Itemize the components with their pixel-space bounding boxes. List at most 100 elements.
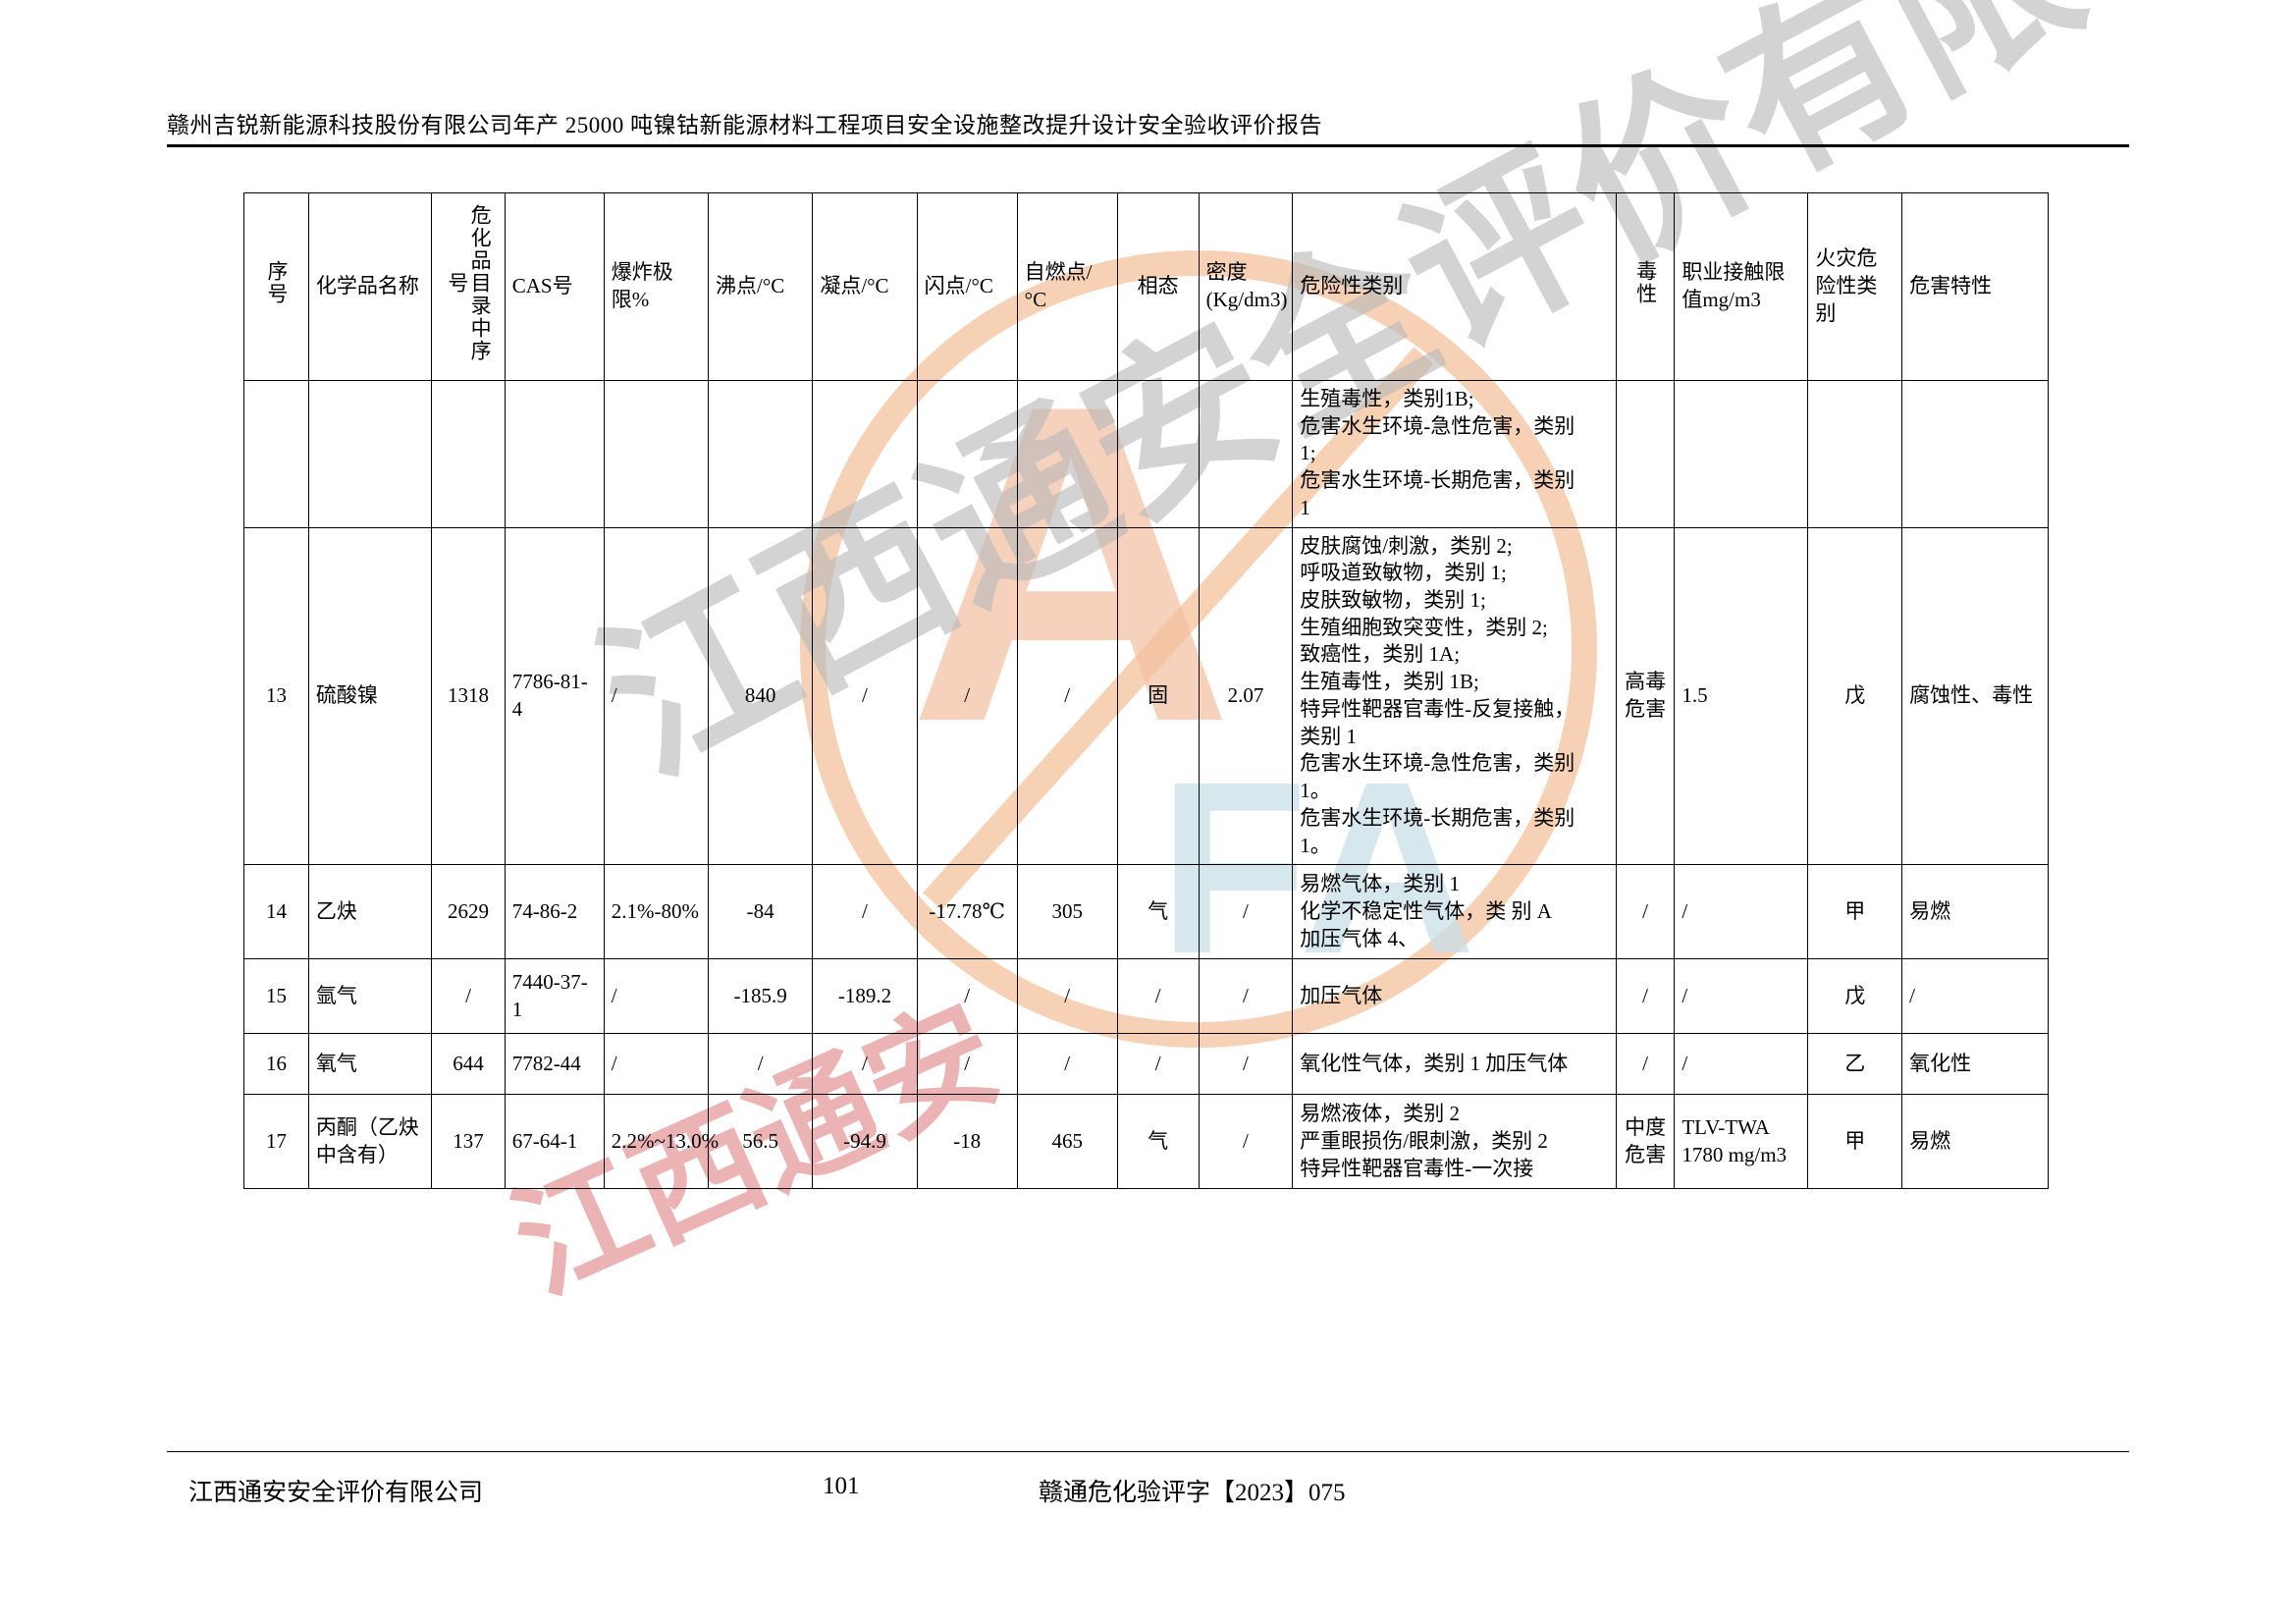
col-header-autoignition: 自燃点/°C [1016, 192, 1118, 381]
col-header-density-label: 密度(Kg/dm3) [1205, 260, 1288, 311]
col-header-flash-point-label: 闪点/°C [924, 274, 993, 298]
col-header-hazard-characteristics-label: 危害特性 [1909, 274, 1993, 298]
cell-autoignition: / [1016, 958, 1118, 1035]
cell-hazard-characteristics [1901, 380, 2049, 528]
cell-explosion-limit [603, 380, 710, 528]
cell-flash-point: -18 [916, 1094, 1018, 1190]
cell-flash-point: / [916, 958, 1018, 1035]
cell-state: 固 [1116, 526, 1200, 866]
cell-explosion-limit: / [603, 1033, 710, 1096]
cell-hazard-class: 加压气体 [1292, 958, 1617, 1035]
table-row: 生殖毒性，类别1B; 危害水生环境-急性危害，类别 1; 危害水生环境-长期危害… [243, 380, 2049, 528]
col-header-fire-class-label: 火灾危险性类别 [1815, 246, 1878, 325]
cell-name [307, 380, 433, 528]
col-header-toxicity: 毒性 [1615, 192, 1676, 381]
footer-company: 江西通安安全评价有限公司 [188, 1480, 484, 1506]
cell-catalog [431, 380, 506, 528]
col-header-state: 相态 [1116, 192, 1200, 381]
cell-oel: / [1674, 864, 1809, 960]
cell-hazard-class: 氧化性气体，类别 1 加压气体 [1292, 1033, 1617, 1096]
cell-fire-class: 乙 [1807, 1033, 1903, 1096]
cell-state: / [1116, 1033, 1200, 1096]
cell-catalog: 137 [431, 1094, 506, 1190]
cell-density: / [1198, 864, 1294, 960]
cell-flash-point [916, 380, 1018, 528]
cell-hazard-characteristics: 氧化性 [1901, 1033, 2049, 1096]
cell-toxicity [1615, 380, 1676, 528]
cell-oel [1674, 380, 1809, 528]
header-divider [167, 144, 2129, 147]
col-header-hazard-characteristics: 危害特性 [1901, 192, 2049, 381]
col-header-flash-point: 闪点/°C [916, 192, 1018, 381]
col-header-density: 密度(Kg/dm3) [1198, 192, 1294, 381]
cell-boiling-point: -185.9 [708, 958, 814, 1035]
col-header-name-label: 化学品名称 [315, 274, 419, 298]
cell-freezing-point [812, 380, 918, 528]
col-header-boiling-point: 沸点/°C [708, 192, 814, 381]
cell-freezing-point: -94.9 [812, 1094, 918, 1190]
cell-state: 气 [1116, 864, 1200, 960]
cell-catalog: 2629 [431, 864, 506, 960]
cell-cas: 74-86-2 [504, 864, 605, 960]
cell-boiling-point: 840 [708, 526, 814, 866]
cell-cas: 7786-81-4 [504, 526, 605, 866]
table-row: 15 氩气/7440-37-1/-185.9 -189.2// / / 加压气体 / / 戊 / [243, 958, 2049, 1035]
cell-hazard-characteristics: 易燃 [1901, 1094, 2049, 1190]
cell-toxicity: 中度危害 [1615, 1094, 1676, 1190]
footer-divider [167, 1451, 2129, 1452]
cell-density: / [1198, 958, 1294, 1035]
cell-fire-class [1807, 380, 1903, 528]
col-header-index-label: 序号 [265, 260, 289, 306]
cell-index: 13 [243, 526, 309, 866]
col-header-index: 序号 [243, 192, 309, 381]
col-header-explosion-limit-label: 爆炸极限% [611, 260, 673, 311]
cell-autoignition: 465 [1016, 1094, 1118, 1190]
cell-toxicity: / [1615, 1033, 1676, 1096]
col-header-freezing-point: 凝点/°C [812, 192, 918, 381]
cell-catalog: 1318 [431, 526, 506, 866]
col-header-toxicity-label: 毒性 [1633, 260, 1658, 306]
table-row: 16 氧气 644 7782-44// / / / / / 氧化性气体，类别 1 加压气体 / / 乙氧… [243, 1033, 2049, 1096]
cell-boiling-point: -84 [708, 864, 814, 960]
cell-hazard-characteristics: / [1901, 958, 2049, 1035]
cell-boiling-point [708, 380, 814, 528]
cell-index: 16 [243, 1033, 309, 1096]
cell-flash-point: / [916, 526, 1018, 866]
chemical-hazard-table: 序号 化学品名称 危化品目录中序号 CAS号 爆炸极限% 沸 [243, 192, 2049, 1190]
cell-oel: 1.5 [1674, 526, 1809, 866]
cell-toxicity: / [1615, 958, 1676, 1035]
document-running-header: 赣州吉锐新能源科技股份有限公司年产 25000 吨镍钴新能源材料工程项目安全设施… [167, 113, 1322, 137]
cell-hazard-class: 易燃液体，类别 2 严重眼损伤/眼刺激，类别 2 特异性靶器官毒性-一次接 [1292, 1094, 1617, 1190]
cell-explosion-limit: 2.2%~13.0% [603, 1094, 719, 1190]
cell-cas: 7440-37-1 [504, 958, 605, 1035]
cell-index: 15 [243, 958, 309, 1035]
cell-index: 14 [243, 864, 309, 960]
cell-cas [504, 380, 605, 528]
cell-catalog: / [431, 958, 506, 1035]
cell-cas: 67-64-1 [504, 1094, 605, 1190]
cell-freezing-point: -189.2 [812, 958, 918, 1035]
cell-hazard-characteristics: 腐蚀性、毒性 [1901, 526, 2049, 866]
cell-name: 丙酮（乙炔中含有） [307, 1094, 433, 1190]
footer-doc-number: 赣通危化验评字【2023】075 [1039, 1480, 1346, 1506]
cell-freezing-point: / [812, 864, 918, 960]
table-row: 17 丙酮（乙炔中含有） 137 67-64-1 2.2%~13.0% 56.5 -94.9… [243, 1094, 2049, 1190]
cell-name: 乙炔 [307, 864, 433, 960]
table-row: 13 硫酸镍 1318 7786-81-4/840// / 固 2.07 皮肤腐蚀/刺激，类别… [243, 526, 2049, 866]
cell-density: 2.07 [1198, 526, 1294, 866]
col-header-explosion-limit: 爆炸极限% [603, 192, 710, 381]
table-body: 生殖毒性，类别1B; 危害水生环境-急性危害，类别 1; 危害水生环境-长期危害… [243, 380, 2049, 1190]
col-header-boiling-point-label: 沸点/°C [716, 274, 785, 298]
cell-name: 氩气 [307, 958, 433, 1035]
cell-flash-point: / [916, 1033, 1018, 1096]
cell-catalog: 644 [431, 1033, 506, 1096]
cell-oel: / [1674, 1033, 1809, 1096]
cell-autoignition: / [1016, 1033, 1118, 1096]
cell-fire-class: 戊 [1807, 958, 1903, 1035]
cell-state: / [1116, 958, 1200, 1035]
cell-fire-class: 甲 [1807, 864, 1903, 960]
col-header-cas-label: CAS号 [511, 274, 573, 298]
table-row: 14 乙炔 2629 74-86-2 2.1%-80% -84/-17.78℃ 305 气 / 易… [243, 864, 2049, 960]
cell-index [243, 380, 309, 528]
cell-name: 硫酸镍 [307, 526, 433, 866]
